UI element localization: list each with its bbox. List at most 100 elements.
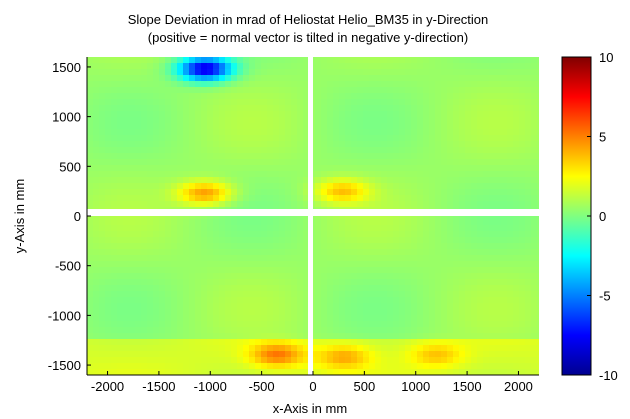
heatmap-cell	[273, 309, 280, 316]
heatmap-cell	[513, 183, 520, 190]
heatmap-cell	[135, 147, 142, 154]
heatmap-cell	[117, 81, 124, 88]
heatmap-cell	[471, 249, 478, 256]
heatmap-cell	[219, 231, 226, 238]
heatmap-cell	[357, 243, 364, 250]
heatmap-cell	[447, 99, 454, 106]
heatmap-cell	[513, 255, 520, 262]
heatmap-cell	[429, 255, 436, 262]
heatmap-cell	[321, 345, 328, 352]
heatmap-cell	[381, 243, 388, 250]
heatmap-cell	[111, 87, 118, 94]
heatmap-cell	[381, 225, 388, 232]
heatmap-cell	[465, 189, 472, 196]
heatmap-cell	[219, 309, 226, 316]
heatmap-cell	[93, 351, 100, 358]
heatmap-cell	[237, 75, 244, 82]
heatmap-cell	[99, 345, 106, 352]
heatmap-cell	[315, 237, 322, 244]
heatmap-cell	[375, 333, 382, 340]
heatmap-cell	[399, 255, 406, 262]
heatmap-cell	[531, 285, 538, 292]
heatmap-cell	[447, 309, 454, 316]
heatmap-cell	[273, 171, 280, 178]
heatmap-cell	[315, 219, 322, 226]
heatmap-cell	[255, 297, 262, 304]
heatmap-cell	[177, 219, 184, 226]
heatmap-cell	[387, 297, 394, 304]
heatmap-cell	[195, 327, 202, 334]
heatmap-cell	[237, 291, 244, 298]
heatmap-cell	[399, 249, 406, 256]
heatmap-cell	[273, 153, 280, 160]
heatmap-cell	[393, 69, 400, 76]
heatmap-cell	[519, 255, 526, 262]
heatmap-cell	[135, 315, 142, 322]
heatmap-cell	[477, 291, 484, 298]
heatmap-cell	[153, 135, 160, 142]
heatmap-cell	[405, 225, 412, 232]
heatmap-cell	[135, 165, 142, 172]
heatmap-cell	[531, 69, 538, 76]
heatmap-cell	[477, 165, 484, 172]
heatmap-cell	[267, 105, 274, 112]
heatmap-cell	[153, 285, 160, 292]
heatmap-cell	[267, 273, 274, 280]
heatmap-cell	[117, 189, 124, 196]
heatmap-cell	[225, 57, 232, 64]
heatmap-cell	[111, 327, 118, 334]
heatmap-cell	[315, 351, 322, 358]
heatmap-cell	[375, 81, 382, 88]
heatmap-cell	[489, 225, 496, 232]
heatmap-cell	[525, 201, 532, 208]
heatmap-cell	[537, 243, 539, 250]
heatmap-cell	[459, 117, 466, 124]
heatmap-cell	[255, 327, 262, 334]
heatmap-cell	[273, 369, 280, 375]
heatmap-cell	[267, 57, 274, 64]
heatmap-cell	[183, 339, 190, 346]
heatmap-cell	[297, 219, 304, 226]
heatmap-cell	[495, 363, 502, 370]
heatmap-cell	[465, 351, 472, 358]
heatmap-cell	[123, 339, 130, 346]
heatmap-cell	[285, 63, 292, 70]
heatmap-cell	[135, 201, 142, 208]
heatmap-cell	[405, 219, 412, 226]
heatmap-cell	[141, 333, 148, 340]
heatmap-cell	[291, 57, 298, 64]
heatmap-cell	[417, 339, 424, 346]
heatmap-cell	[261, 177, 268, 184]
heatmap-cell	[453, 159, 460, 166]
heatmap-cell	[99, 369, 106, 375]
heatmap-cell	[441, 357, 448, 364]
x-tick-label: 2000	[504, 379, 533, 394]
heatmap-cell	[93, 267, 100, 274]
heatmap-cell	[507, 279, 514, 286]
heatmap-cell	[219, 147, 226, 154]
heatmap-cell	[315, 141, 322, 148]
heatmap-cell	[285, 201, 292, 208]
heatmap-cell	[381, 201, 388, 208]
heatmap-cell	[87, 243, 94, 250]
heatmap-cell	[129, 87, 136, 94]
heatmap-cell	[99, 297, 106, 304]
heatmap-cell	[219, 357, 226, 364]
heatmap-cell	[465, 321, 472, 328]
heatmap-cell	[237, 87, 244, 94]
heatmap-cell	[135, 351, 142, 358]
heatmap-cell	[495, 123, 502, 130]
heatmap-cell	[345, 153, 352, 160]
heatmap-cell	[297, 57, 304, 64]
heatmap-cell	[345, 81, 352, 88]
heatmap-cell	[189, 255, 196, 262]
heatmap-cell	[177, 213, 184, 220]
heatmap-cell	[447, 57, 454, 64]
heatmap-cell	[525, 273, 532, 280]
heatmap-cell	[87, 135, 94, 142]
heatmap-cell	[465, 105, 472, 112]
heatmap-cell	[453, 183, 460, 190]
heatmap-cell	[351, 141, 358, 148]
heatmap-cell	[291, 99, 298, 106]
heatmap-cell	[231, 183, 238, 190]
